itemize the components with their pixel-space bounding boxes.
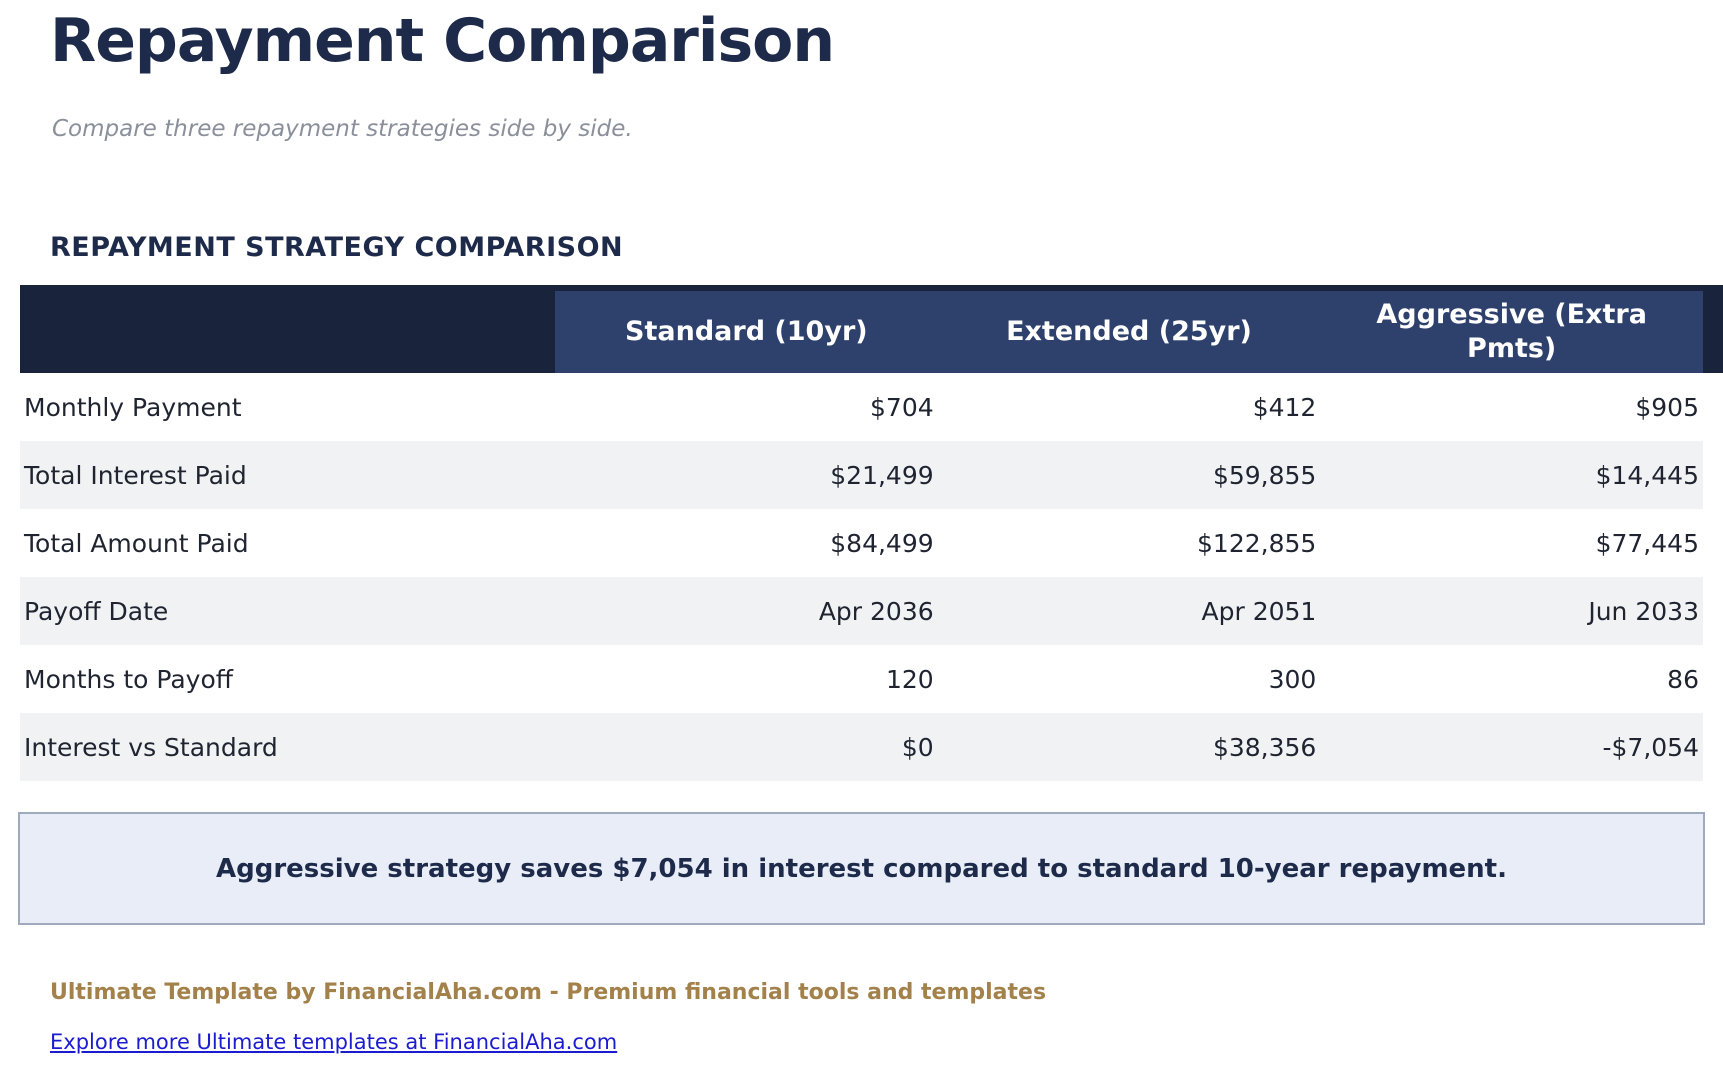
cell-value: $84,499 [830, 528, 934, 558]
table-row: Payoff Date Apr 2036 Apr 2051 Jun 2033 [20, 577, 1703, 645]
cell-value: 120 [885, 664, 934, 694]
table-header-row: Standard (10yr) Extended (25yr) Aggressi… [20, 285, 1723, 373]
cell-value: $122,855 [1197, 528, 1317, 558]
row-label: Months to Payoff [24, 664, 233, 694]
savings-callout-text: Aggressive strategy saves $7,054 in inte… [216, 853, 1507, 884]
cell-value: $77,445 [1595, 528, 1699, 558]
section-heading: REPAYMENT STRATEGY COMPARISON [50, 232, 624, 263]
cell-value: Apr 2036 [818, 596, 934, 626]
cell-value: 300 [1268, 664, 1317, 694]
cell-value: $412 [1252, 392, 1317, 422]
table-body: Monthly Payment $704 $412 $905 Total Int… [20, 373, 1703, 781]
cell-value: Apr 2051 [1201, 596, 1317, 626]
cell-value: $704 [870, 392, 934, 422]
row-label: Payoff Date [24, 596, 169, 626]
footer-brand-text: Ultimate Template by FinancialAha.com - … [50, 980, 1047, 1005]
row-label: Monthly Payment [24, 392, 242, 422]
footer-explore-link[interactable]: Explore more Ultimate templates at Finan… [50, 1030, 618, 1054]
cell-value: $38,356 [1212, 732, 1317, 762]
table-row: Months to Payoff 120 300 86 [20, 645, 1703, 713]
row-label: Interest vs Standard [24, 732, 278, 762]
cell-value: -$7,054 [1602, 732, 1699, 762]
row-label: Total Interest Paid [24, 460, 247, 490]
table-row: Total Amount Paid $84,499 $122,855 $77,4… [20, 509, 1703, 577]
page-subtitle: Compare three repayment strategies side … [52, 116, 633, 142]
cell-value: $59,855 [1212, 460, 1317, 490]
table-row: Monthly Payment $704 $412 $905 [20, 373, 1703, 441]
column-header-aggressive: Aggressive (Extra Pmts) [1376, 299, 1647, 364]
table-row: Total Interest Paid $21,499 $59,855 $14,… [20, 441, 1703, 509]
column-header-standard: Standard (10yr) [625, 316, 868, 348]
cell-value: $905 [1635, 392, 1699, 422]
cell-value: 86 [1667, 664, 1699, 694]
cell-value: Jun 2033 [1588, 596, 1699, 626]
cell-value: $0 [901, 732, 934, 762]
comparison-table: Standard (10yr) Extended (25yr) Aggressi… [20, 285, 1723, 781]
column-header-extended: Extended (25yr) [1006, 316, 1252, 348]
cell-value: $14,445 [1595, 460, 1699, 490]
savings-callout: Aggressive strategy saves $7,054 in inte… [18, 812, 1705, 925]
cell-value: $21,499 [830, 460, 934, 490]
table-row: Interest vs Standard $0 $38,356 -$7,054 [20, 713, 1703, 781]
row-label: Total Amount Paid [24, 528, 249, 558]
page-title: Repayment Comparison [50, 6, 835, 76]
table-header-strategies: Standard (10yr) Extended (25yr) Aggressi… [555, 291, 1703, 373]
